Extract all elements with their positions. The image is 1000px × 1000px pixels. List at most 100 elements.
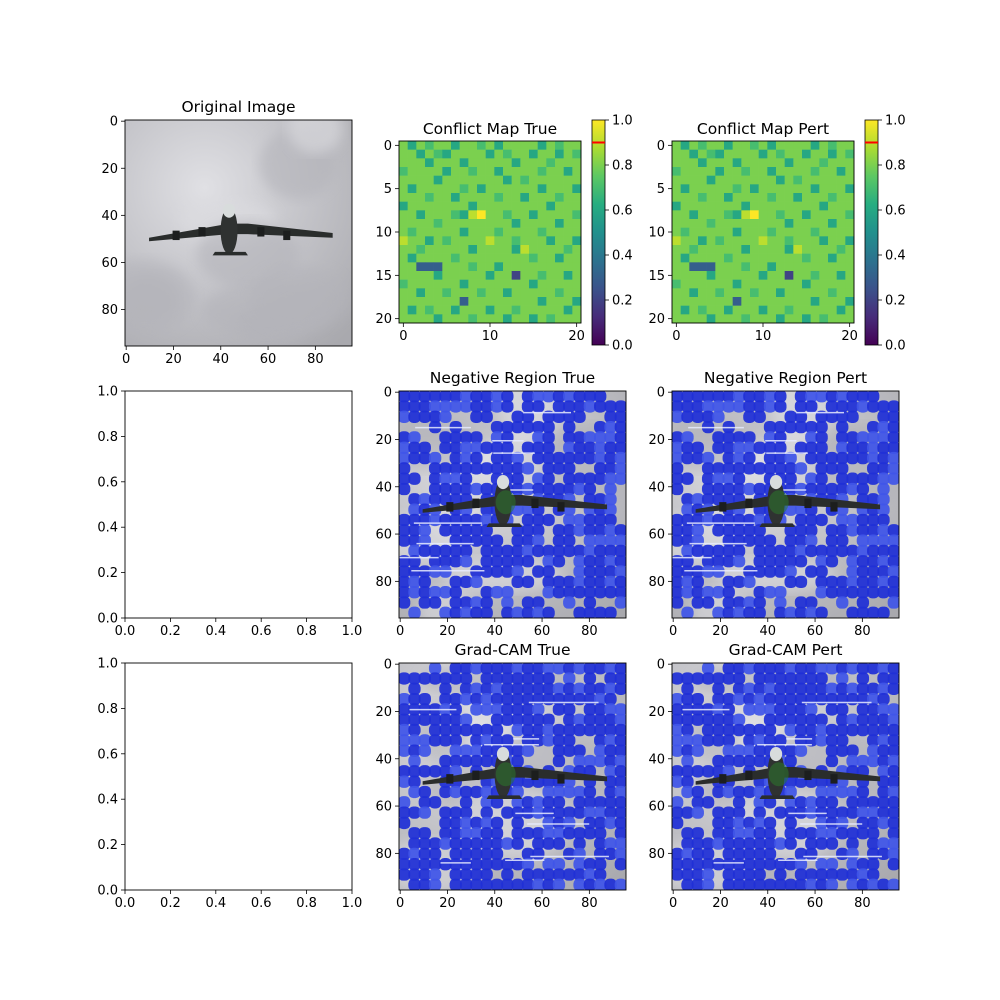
overlay-blob (490, 858, 504, 871)
y-tick-label: 20 (375, 433, 392, 448)
overlay-blob (877, 663, 890, 675)
heatmap-cell (520, 184, 530, 194)
overlay-blob (691, 806, 704, 819)
overlay-blob (825, 878, 839, 890)
overlay-blob (583, 524, 597, 537)
overlay-blob (732, 878, 746, 890)
overlay-blob (532, 391, 545, 403)
heatmap-cell (836, 175, 846, 185)
overlay-blob (521, 410, 535, 423)
overlay-blob (774, 703, 787, 716)
heatmap-cell (810, 262, 820, 272)
overlay-blob (480, 858, 493, 871)
heatmap-cell (425, 227, 434, 237)
overlay-blob (428, 796, 442, 809)
heatmap-cell (494, 314, 504, 324)
heatmap-cell (555, 253, 564, 263)
overlay-blob (836, 410, 849, 423)
overlay-blob (573, 878, 586, 890)
heatmap-cell (776, 210, 785, 220)
heatmap-cell (572, 149, 582, 159)
overlay-blob (470, 596, 483, 609)
y-tick-label: 0.2 (97, 838, 118, 853)
overlay-blob (399, 596, 411, 609)
overlay-blob (691, 441, 704, 454)
overlay-blob (418, 586, 431, 599)
colorbar-tick-label: 0.4 (612, 249, 633, 264)
heatmap-cell (442, 210, 452, 220)
heatmap-cell (477, 279, 486, 289)
heatmap-cell (767, 219, 777, 228)
overlay-blob (521, 503, 535, 516)
overlay-blob (490, 565, 504, 578)
overlay-blob (877, 837, 890, 850)
overlay-blob (459, 431, 473, 444)
heatmap-cell (845, 262, 855, 272)
overlay-blob (867, 544, 880, 558)
heatmap-cell (451, 245, 460, 254)
overlay-blob (836, 596, 849, 609)
overlay-blob (877, 606, 890, 618)
heatmap-cell (741, 193, 751, 202)
overlay-blob (604, 816, 617, 830)
overlay-blob (867, 878, 880, 890)
heatmap-cell (546, 271, 556, 280)
heatmap-cell (672, 279, 681, 289)
overlay-blob (825, 806, 839, 819)
heatmap-cell (724, 253, 733, 263)
heatmap-cell (503, 271, 512, 280)
heatmap-cell (758, 227, 768, 237)
overlay-blob (542, 663, 555, 675)
heatmap-cell (433, 236, 443, 246)
overlay-blob (439, 606, 452, 618)
heatmap-cell (572, 175, 582, 185)
heatmap-cell (706, 184, 716, 194)
y-tick-label: 0 (110, 115, 118, 130)
overlay-blob (681, 847, 694, 861)
overlay-blob (794, 420, 808, 434)
heatmap-cell (459, 297, 469, 306)
overlay-blob (732, 596, 746, 609)
heatmap-cell (555, 149, 564, 159)
heatmap-cell (750, 184, 759, 194)
overlay-blob (501, 451, 514, 465)
overlay-blob (604, 878, 617, 890)
overlay-blob (501, 837, 514, 850)
overlay-blob (604, 431, 617, 444)
overlay-blob (490, 391, 504, 403)
heatmap-cell (537, 279, 547, 289)
overlay-blob (732, 482, 746, 496)
overlay-blob (846, 713, 859, 726)
colorbar-tick-label: 1.0 (612, 114, 633, 129)
overlay-blob (887, 785, 899, 799)
overlay-blob (594, 796, 607, 809)
heatmap-cell (715, 167, 725, 176)
heatmap-cell (546, 201, 556, 211)
overlay-blob (877, 431, 890, 444)
heatmap-cell (433, 271, 443, 280)
heatmap-cell (459, 227, 469, 237)
overlay-blob (480, 513, 493, 527)
heatmap-cell (494, 167, 504, 176)
heatmap-cell (810, 271, 820, 280)
heatmap-cell (503, 297, 512, 306)
overlay-blob (784, 544, 797, 558)
overlay-blob (552, 723, 566, 737)
overlay-blob (511, 754, 524, 768)
heatmap-cell (572, 193, 582, 202)
overlay-blob (439, 806, 452, 819)
overlay-blob (418, 734, 431, 747)
overlay-blob (763, 837, 777, 850)
overlay-blob (573, 754, 586, 768)
overlay-blob (428, 462, 442, 475)
y-tick-label: 60 (648, 800, 665, 815)
overlay-blob (399, 441, 411, 454)
overlay-blob (825, 723, 839, 737)
overlay-blob (774, 806, 787, 819)
overlay-blob (408, 878, 421, 890)
overlay-highlight (768, 762, 789, 787)
overlay-blob (701, 400, 715, 413)
heatmap-cell (845, 245, 855, 254)
